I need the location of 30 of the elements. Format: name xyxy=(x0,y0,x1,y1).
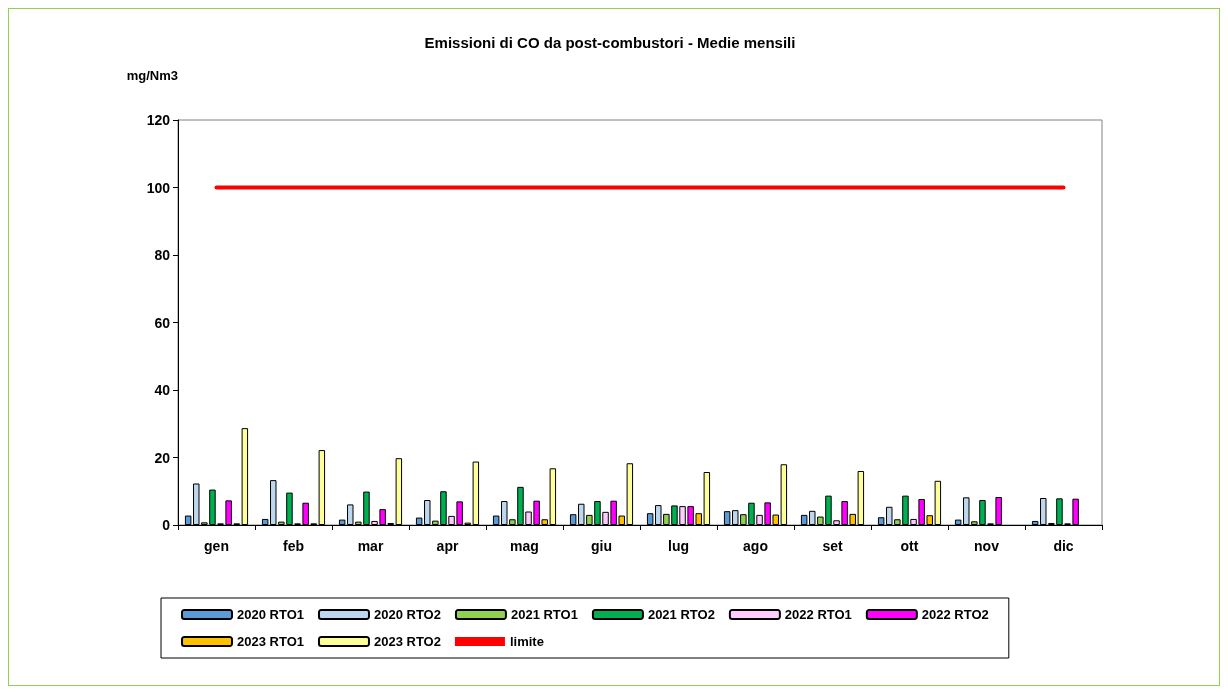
legend-label: 2023 RTO1 xyxy=(237,634,304,649)
chart-title: Emissioni di CO da post-combustori - Medie mensili xyxy=(424,34,796,51)
x-tick-label: dic xyxy=(1053,538,1074,554)
x-tick-label: ott xyxy=(900,538,919,554)
x-tick-label: giu xyxy=(591,538,612,554)
legend-label: 2021 RTO1 xyxy=(510,607,578,622)
y-axis-title: mg/Nm3 xyxy=(126,68,178,83)
x-tick-label: nov xyxy=(974,538,1000,554)
legend-label: limite xyxy=(509,634,544,649)
x-tick-label: mar xyxy=(357,538,384,554)
x-tick-label: lug xyxy=(668,538,689,554)
legend-label: 2020 RTO1 xyxy=(237,607,304,622)
legend-label: 2023 RTO2 xyxy=(373,634,441,649)
x-tick-label: set xyxy=(822,538,843,554)
y-tick-label: 20 xyxy=(154,449,171,466)
y-tick-label: 40 xyxy=(154,382,171,398)
legend-label: 2022 RTO2 xyxy=(921,607,989,622)
legend-label: 2021 RTO2 xyxy=(647,607,715,622)
y-tick-label: 120 xyxy=(146,112,171,128)
legend-label: 2020 RTO2 xyxy=(373,607,441,622)
y-tick-label: 60 xyxy=(154,314,171,331)
x-tick-label: apr xyxy=(436,538,459,554)
y-tick-label: 80 xyxy=(154,247,171,263)
y-tick-label: 100 xyxy=(146,179,171,196)
legend-label: 2022 RTO1 xyxy=(784,607,852,622)
x-tick-label: feb xyxy=(283,538,304,554)
x-tick-label: mag xyxy=(510,538,539,554)
x-tick-label: gen xyxy=(204,538,229,554)
x-tick-label: ago xyxy=(743,538,768,554)
y-tick-label: 0 xyxy=(162,517,171,533)
